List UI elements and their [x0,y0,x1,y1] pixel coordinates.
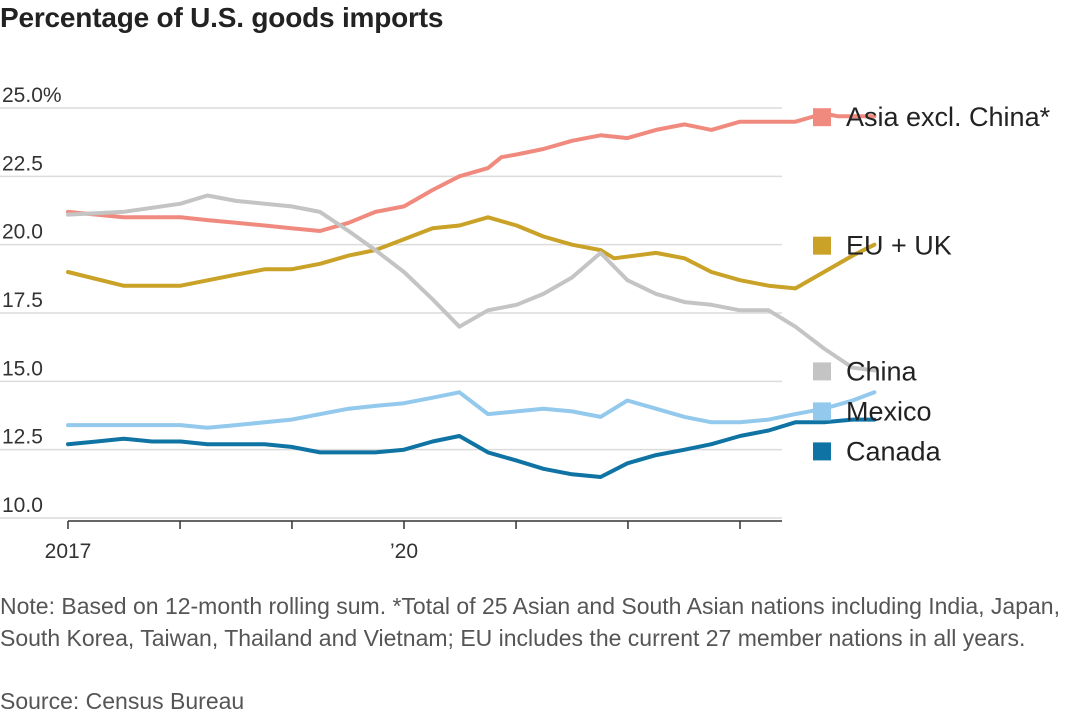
y-tick-label: 20.0 [2,221,43,244]
legend-item-canada: Canada [813,436,942,466]
legend-item-mexico: Mexico [813,396,932,426]
y-tick-label: 12.5 [2,426,43,449]
legend-swatch [813,108,831,127]
series-line-canada [66,417,877,479]
legend: Asia excl. China* EU + UK China Mexico Canad… [813,102,1051,466]
legend-item-asia-excl-china: Asia excl. China* [813,102,1051,132]
series-lines [66,111,877,479]
legend-item-china: China [813,356,918,386]
y-tick-label: 10.0 [2,494,43,517]
legend-label: China [846,356,918,386]
chart-note: Note: Based on 12-month rolling sum. *To… [0,593,1060,651]
legend-label: Asia excl. China* [846,102,1051,132]
legend-label: EU + UK [846,231,952,261]
series-line-eu-uk [66,215,877,291]
legend-swatch [813,442,831,461]
legend-swatch [813,362,831,381]
gridlines [0,107,782,519]
x-axis: 2017 ’20 [45,520,782,563]
legend-label: Mexico [846,396,932,426]
series-line-mexico [66,390,877,430]
legend-swatch [813,236,831,255]
y-axis-tick-labels: 25.0% 22.5 20.0 17.5 15.0 12.5 10.0 [2,84,62,517]
y-tick-label: 17.5 [2,289,43,312]
series-line-asia-excl-china [66,111,877,233]
series-line-china [66,193,877,373]
line-chart: 25.0% 22.5 20.0 17.5 15.0 12.5 10.0 2017 ’20 As… [0,84,1051,563]
chart-source: Source: Census Bureau [0,688,245,714]
legend-swatch [813,402,831,421]
chart-title: Percentage of U.S. goods imports [0,2,444,33]
y-tick-label: 25.0% [2,84,62,107]
y-tick-label: 22.5 [2,152,43,175]
x-tick-label: 2017 [45,540,92,563]
y-tick-label: 15.0 [2,357,43,380]
legend-label: Canada [846,436,942,466]
x-tick-label: ’20 [390,540,418,563]
legend-item-eu-uk: EU + UK [813,231,952,261]
